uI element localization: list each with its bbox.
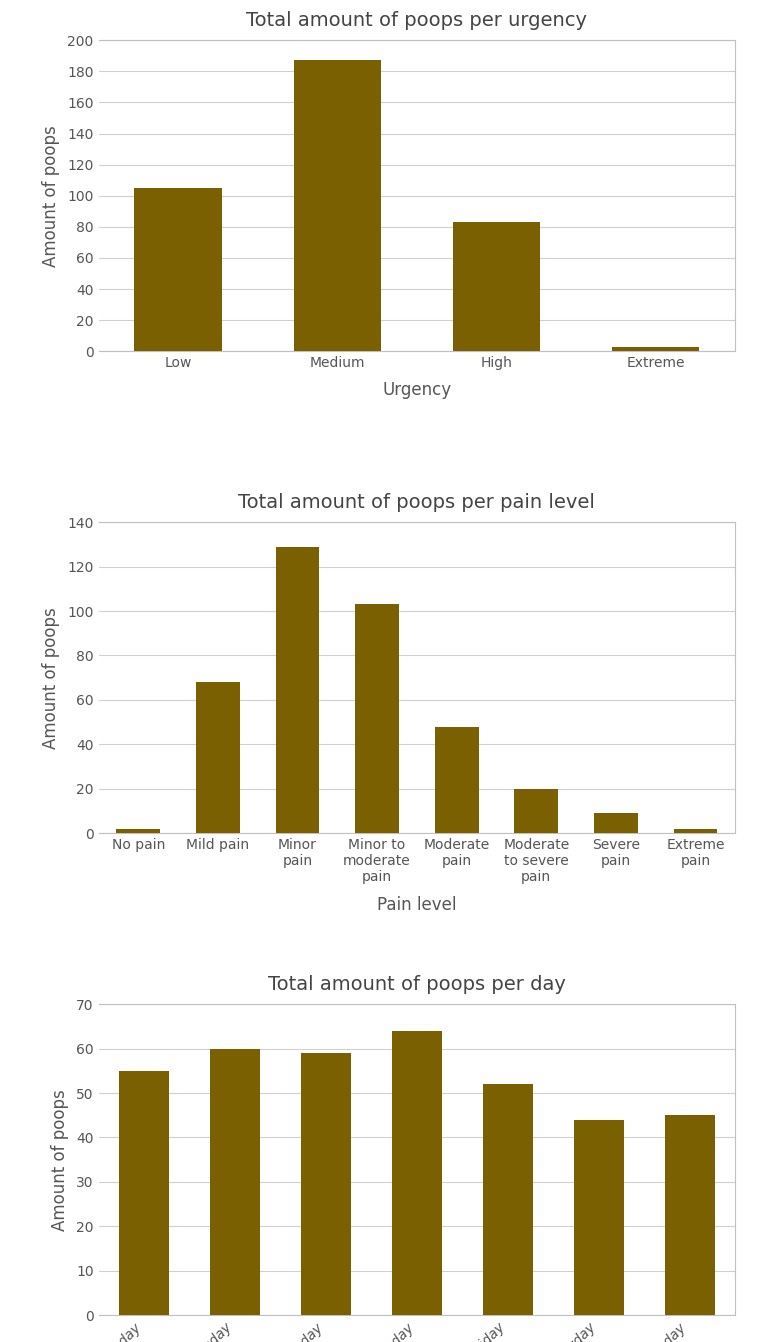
- Bar: [665, 1115, 715, 1315]
- Bar: [117, 829, 160, 833]
- Bar: [453, 223, 540, 352]
- X-axis label: Urgency: Urgency: [382, 381, 452, 399]
- Bar: [483, 1084, 533, 1315]
- Bar: [293, 60, 381, 352]
- Y-axis label: Amount of poops: Amount of poops: [51, 1088, 69, 1231]
- Bar: [674, 829, 717, 833]
- Bar: [392, 1031, 442, 1315]
- Y-axis label: Amount of poops: Amount of poops: [42, 607, 61, 749]
- Bar: [515, 789, 558, 833]
- X-axis label: Pain level: Pain level: [377, 895, 456, 914]
- Bar: [276, 546, 319, 833]
- Title: Total amount of poops per urgency: Total amount of poops per urgency: [246, 11, 587, 31]
- Title: Total amount of poops per day: Total amount of poops per day: [268, 976, 565, 994]
- Bar: [435, 726, 478, 833]
- Y-axis label: Amount of poops: Amount of poops: [42, 125, 60, 267]
- Bar: [612, 346, 700, 352]
- Bar: [356, 604, 399, 833]
- Bar: [196, 682, 240, 833]
- Bar: [134, 188, 222, 352]
- Bar: [594, 813, 637, 833]
- Bar: [210, 1048, 260, 1315]
- Title: Total amount of poops per pain level: Total amount of poops per pain level: [239, 494, 595, 513]
- Bar: [574, 1119, 624, 1315]
- Bar: [119, 1071, 169, 1315]
- Bar: [301, 1053, 351, 1315]
